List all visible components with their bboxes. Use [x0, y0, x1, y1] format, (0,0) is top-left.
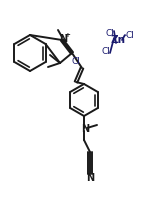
Text: N: N [86, 173, 94, 183]
Text: N: N [59, 33, 67, 43]
Text: Zn: Zn [110, 35, 126, 45]
Text: Cl: Cl [72, 57, 81, 66]
Text: Cl: Cl [126, 31, 134, 40]
Text: Cl: Cl [102, 47, 110, 56]
Text: ⁻: ⁻ [123, 33, 127, 42]
Text: +: + [64, 32, 70, 38]
Text: Cl: Cl [106, 28, 114, 37]
Text: N: N [81, 124, 89, 134]
